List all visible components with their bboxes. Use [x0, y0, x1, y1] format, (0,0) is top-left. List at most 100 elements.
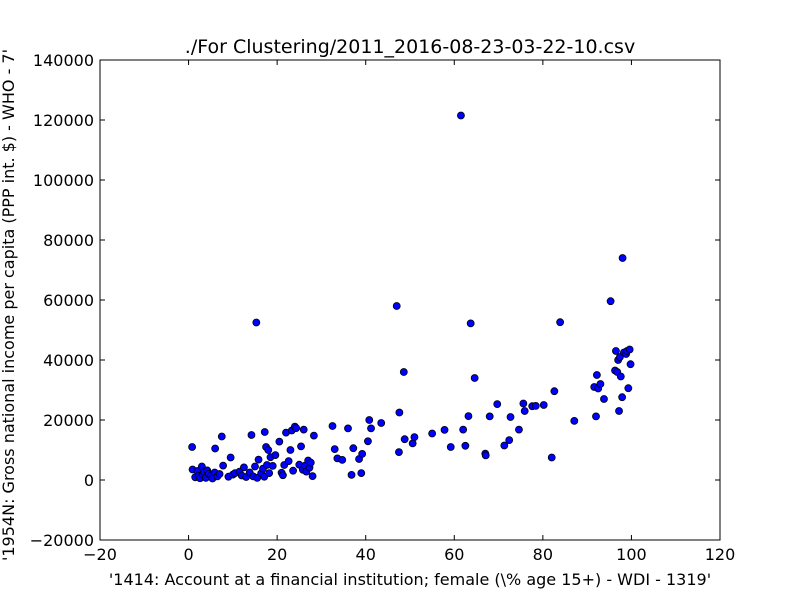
- data-point: [217, 432, 226, 441]
- data-point: [365, 416, 374, 424]
- data-point: [211, 444, 220, 453]
- chart-title: ./For Clustering/2011_2016-08-23-03-22-1…: [185, 36, 635, 58]
- x-tick-label: 60: [444, 545, 464, 564]
- x-tick-label: 40: [356, 545, 376, 564]
- x-tick-label: 0: [183, 545, 193, 564]
- data-point: [500, 441, 509, 450]
- y-tick-label: 0: [84, 471, 94, 490]
- ticks-layer: −20 0 20 40 60 80 100 120 −20000 0 20000 40000 60000…: [30, 51, 736, 564]
- y-tick-label: −20000: [30, 531, 94, 550]
- data-point: [306, 458, 315, 467]
- data-point: [271, 451, 280, 460]
- data-point: [481, 451, 490, 460]
- data-point: [357, 469, 366, 478]
- data-point: [284, 457, 293, 466]
- plot-frame: [99, 59, 721, 541]
- data-point: [570, 416, 579, 425]
- data-point: [493, 400, 502, 409]
- data-point: [596, 380, 605, 388]
- data-point: [215, 470, 224, 478]
- y-axis-label: '1954N: Gross national income per capita…: [0, 49, 18, 561]
- data-point: [408, 439, 417, 448]
- y-tick-label: 60000: [43, 291, 94, 310]
- x-tick-label: 100: [616, 545, 647, 564]
- data-point: [446, 443, 455, 451]
- data-point: [624, 384, 633, 393]
- data-point: [459, 425, 468, 434]
- data-point: [297, 442, 305, 451]
- x-tick-label: −20: [83, 545, 117, 564]
- data-point: [309, 431, 318, 440]
- data-point: [520, 407, 529, 415]
- data-point: [292, 424, 301, 433]
- data-point: [349, 444, 358, 453]
- data-point: [466, 319, 475, 328]
- data-point: [268, 461, 277, 470]
- y-tick-label: 100000: [33, 171, 94, 190]
- data-point: [547, 453, 556, 462]
- data-point: [219, 461, 228, 470]
- data-point: [278, 471, 287, 480]
- data-point: [464, 412, 473, 421]
- x-tick-label: 120: [705, 545, 736, 564]
- data-point: [265, 469, 274, 478]
- data-point: [347, 470, 356, 479]
- data-point: [470, 374, 479, 382]
- data-point: [240, 463, 248, 472]
- data-point: [275, 437, 284, 446]
- data-point: [299, 425, 308, 434]
- y-tick-label: 80000: [43, 231, 94, 250]
- data-point: [618, 254, 627, 262]
- x-tick-label: 20: [267, 545, 287, 564]
- data-point: [289, 466, 297, 475]
- x-axis-label: '1414: Account at a financial institutio…: [109, 570, 711, 589]
- data-point: [519, 399, 528, 408]
- data-point: [395, 448, 403, 457]
- data-point: [377, 419, 386, 427]
- data-point: [188, 443, 197, 451]
- data-point: [625, 345, 634, 354]
- data-point: [440, 425, 449, 434]
- data-point: [399, 368, 408, 376]
- data-point: [485, 412, 494, 421]
- data-point: [515, 425, 523, 434]
- data-point: [505, 436, 514, 445]
- data-point: [531, 401, 540, 410]
- data-point: [226, 453, 235, 462]
- data-point: [615, 407, 623, 415]
- y-tick-label: 20000: [43, 411, 94, 430]
- y-tick-label: 120000: [33, 111, 94, 130]
- points-layer: [188, 111, 635, 483]
- data-point: [344, 424, 352, 433]
- data-point: [247, 431, 256, 439]
- data-point: [539, 401, 548, 409]
- y-tick-label: 40000: [43, 351, 94, 370]
- data-point: [364, 437, 372, 446]
- data-point: [428, 429, 437, 438]
- data-point: [592, 371, 601, 379]
- y-tick-label: 140000: [33, 51, 94, 70]
- data-point: [251, 462, 259, 471]
- x-tick-label: 80: [533, 545, 553, 564]
- data-point: [616, 372, 625, 381]
- data-point: [400, 435, 409, 444]
- data-point: [550, 387, 559, 396]
- data-point: [330, 445, 339, 454]
- data-point: [606, 297, 615, 306]
- data-point: [264, 446, 273, 454]
- data-point: [461, 441, 470, 450]
- data-point: [286, 446, 295, 454]
- data-point: [308, 472, 317, 481]
- data-point: [457, 111, 465, 120]
- data-point: [252, 318, 261, 327]
- data-point: [626, 360, 635, 369]
- data-point: [338, 455, 347, 464]
- data-point: [410, 433, 419, 442]
- data-point: [556, 318, 565, 327]
- data-point: [367, 424, 375, 433]
- data-point: [328, 422, 337, 430]
- data-point: [600, 395, 608, 403]
- data-point: [592, 412, 600, 421]
- data-point: [618, 393, 627, 402]
